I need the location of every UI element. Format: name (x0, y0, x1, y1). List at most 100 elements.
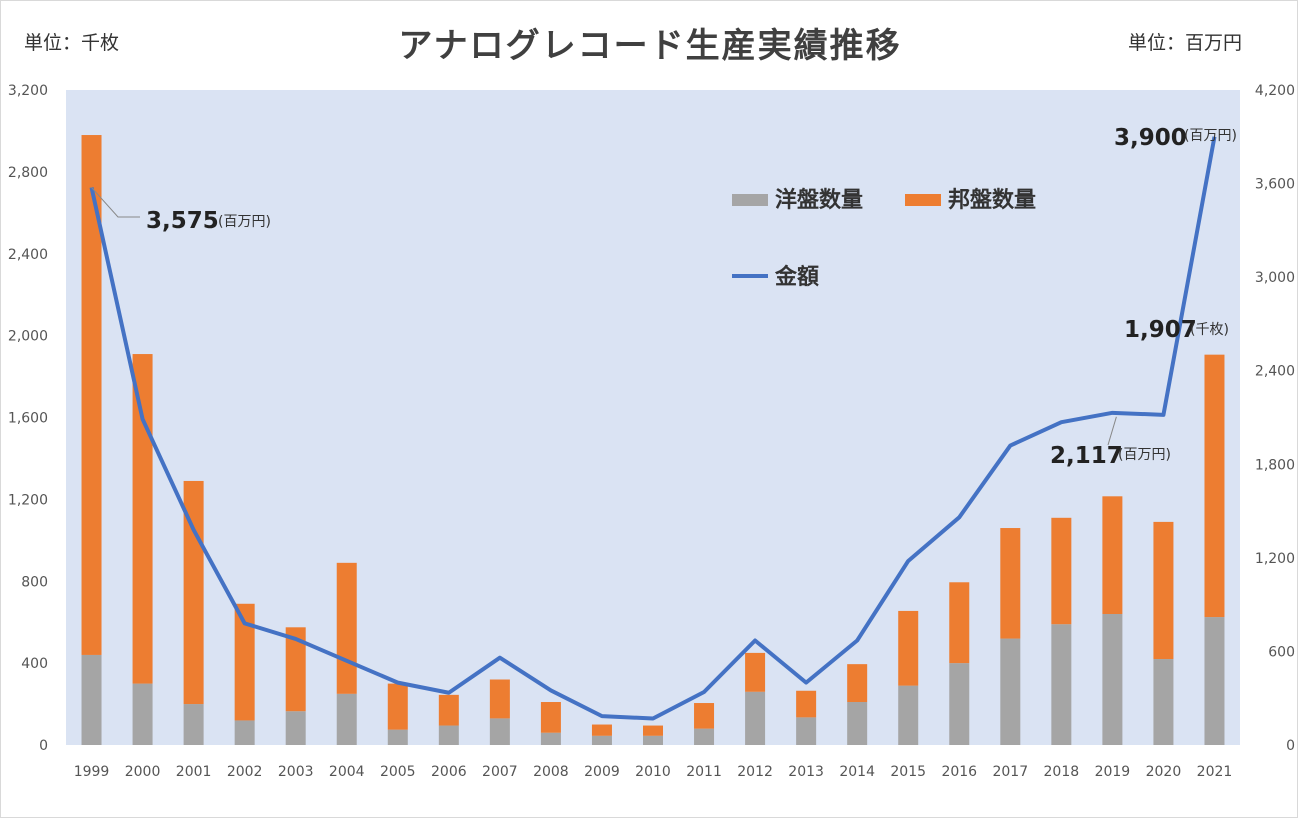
x-axis-tick-label: 2016 (941, 764, 977, 780)
annotation-unit: (百万円) (218, 214, 271, 230)
bar-domestic (1051, 517, 1072, 625)
x-axis-tick-label: 2011 (686, 764, 722, 780)
bar-domestic (1204, 354, 1225, 618)
leader-line (1107, 416, 1117, 446)
x-axis-tick-label: 2004 (329, 764, 365, 780)
bar-western (898, 685, 919, 745)
left-unit-label: 単位：千枚 (24, 32, 120, 54)
bar-domestic (81, 135, 102, 655)
bar-domestic (1153, 521, 1174, 660)
right-axis-tick-label: 2,400 (1255, 364, 1295, 380)
legend-swatch-western (732, 194, 768, 206)
plot-area (66, 90, 1240, 745)
bar-domestic (591, 724, 612, 736)
x-axis-tick-label: 2015 (890, 764, 926, 780)
bar-western (796, 717, 817, 745)
bar-domestic (540, 702, 561, 733)
left-axis-tick-label: 2,400 (8, 247, 48, 263)
bar-western (745, 691, 766, 745)
bar-western (1051, 624, 1072, 745)
bar-western (1000, 638, 1021, 745)
bar-western (1102, 614, 1123, 745)
x-axis-tick-label: 2013 (788, 764, 824, 780)
x-axis-tick-label: 2003 (278, 764, 314, 780)
right-axis-tick-label: 600 (1268, 644, 1295, 660)
bar-western (489, 718, 510, 745)
bar-western (81, 654, 102, 745)
legend-label-western: 洋盤数量 (775, 187, 863, 213)
x-axis-tick-label: 2007 (482, 764, 518, 780)
right-axis-tick-label: 1,800 (1255, 457, 1295, 473)
bar-western (285, 711, 306, 745)
x-axis-tick-label: 2019 (1095, 764, 1131, 780)
bar-western (1153, 659, 1174, 745)
annotation-value: 2,117 (1050, 443, 1123, 469)
bar-western (132, 683, 153, 745)
bar-domestic (745, 652, 766, 692)
left-axis-tick-label: 3,200 (8, 83, 48, 99)
bar-domestic (694, 703, 715, 729)
left-axis-tick-label: 400 (21, 656, 48, 672)
bar-western (694, 728, 715, 745)
chart-title: アナログレコード生産実績推移 (398, 26, 902, 66)
bar-western (387, 729, 408, 745)
left-axis-tick-label: 800 (21, 574, 48, 590)
right-unit-label: 単位：百万円 (1128, 32, 1243, 54)
x-axis-tick-label: 2018 (1044, 764, 1080, 780)
right-axis-tick-label: 4,200 (1255, 83, 1295, 99)
annotation-value: 3,900 (1114, 125, 1187, 151)
left-axis-tick-label: 2,800 (8, 165, 48, 181)
legend-label-domestic: 邦盤数量 (948, 187, 1036, 213)
bar-domestic (438, 694, 459, 726)
line-amount (89, 136, 1217, 721)
x-axis-tick-label: 2008 (533, 764, 569, 780)
right-axis-tick-label: 3,000 (1255, 270, 1295, 286)
bar-western (438, 725, 459, 745)
bar-domestic (796, 690, 817, 718)
left-axis-tick-label: 2,000 (8, 329, 48, 345)
bar-domestic (643, 725, 663, 736)
x-axis-tick-label: 2000 (125, 764, 161, 780)
bar-western (591, 735, 612, 745)
bar-domestic (387, 683, 408, 730)
leader-line (91, 187, 140, 218)
right-axis-tick-label: 0 (1286, 738, 1295, 754)
x-axis-tick-label: 2012 (737, 764, 773, 780)
legend-label-amount: 金額 (774, 264, 819, 290)
annotation-unit: (百万円) (1118, 447, 1171, 463)
bar-domestic (898, 610, 919, 686)
bar-western (336, 693, 357, 745)
bar-domestic (132, 354, 153, 684)
bar-western (643, 735, 663, 745)
bar-domestic (1102, 496, 1123, 614)
legend-swatch-domestic (905, 194, 941, 206)
bar-domestic (336, 562, 357, 694)
left-axis-tick-label: 1,200 (8, 492, 48, 508)
x-axis-tick-label: 2021 (1197, 764, 1233, 780)
x-axis-tick-label: 1999 (74, 764, 110, 780)
x-axis-tick-label: 2017 (992, 764, 1028, 780)
bar-domestic (489, 679, 510, 719)
bar-western (183, 704, 204, 745)
x-axis-tick-label: 2006 (431, 764, 467, 780)
x-axis-tick-label: 2020 (1146, 764, 1182, 780)
x-axis-tick-label: 2002 (227, 764, 263, 780)
bar-western (949, 663, 970, 745)
annotation-value: 3,575 (146, 208, 219, 234)
bar-western (234, 720, 255, 745)
x-axis-tick-label: 2001 (176, 764, 212, 780)
x-axis-tick-label: 2005 (380, 764, 416, 780)
right-axis-tick-label: 1,200 (1255, 551, 1295, 567)
x-axis-tick-label: 2014 (839, 764, 875, 780)
bar-domestic (847, 664, 868, 703)
left-axis-tick-label: 1,600 (8, 411, 48, 427)
bar-domestic (234, 603, 255, 721)
annotation-value: 1,907 (1124, 317, 1197, 343)
left-axis-tick-label: 0 (39, 738, 48, 754)
bar-domestic (949, 582, 970, 664)
bar-domestic (285, 627, 306, 712)
bar-western (1204, 617, 1225, 745)
annotation-unit: (百万円) (1184, 128, 1237, 144)
bar-western (540, 732, 561, 745)
